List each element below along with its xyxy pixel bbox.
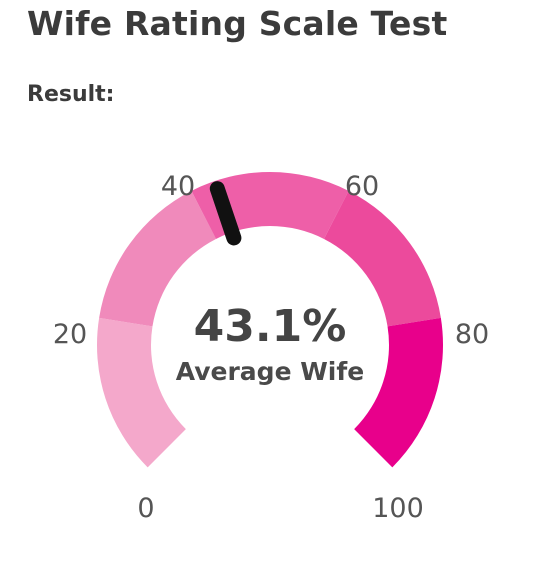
- tick-label-20: 20: [53, 319, 87, 350]
- gauge-caption: Average Wife: [176, 357, 364, 386]
- tick-label-60: 60: [345, 171, 379, 202]
- gauge-segment-5: [354, 318, 443, 467]
- tick-label-40: 40: [161, 171, 195, 202]
- gauge-value: 43.1%: [194, 301, 347, 352]
- gauge-segment-1: [97, 318, 186, 467]
- tick-label-0: 0: [137, 493, 154, 524]
- tick-label-80: 80: [455, 319, 489, 350]
- tick-label-100: 100: [372, 493, 424, 524]
